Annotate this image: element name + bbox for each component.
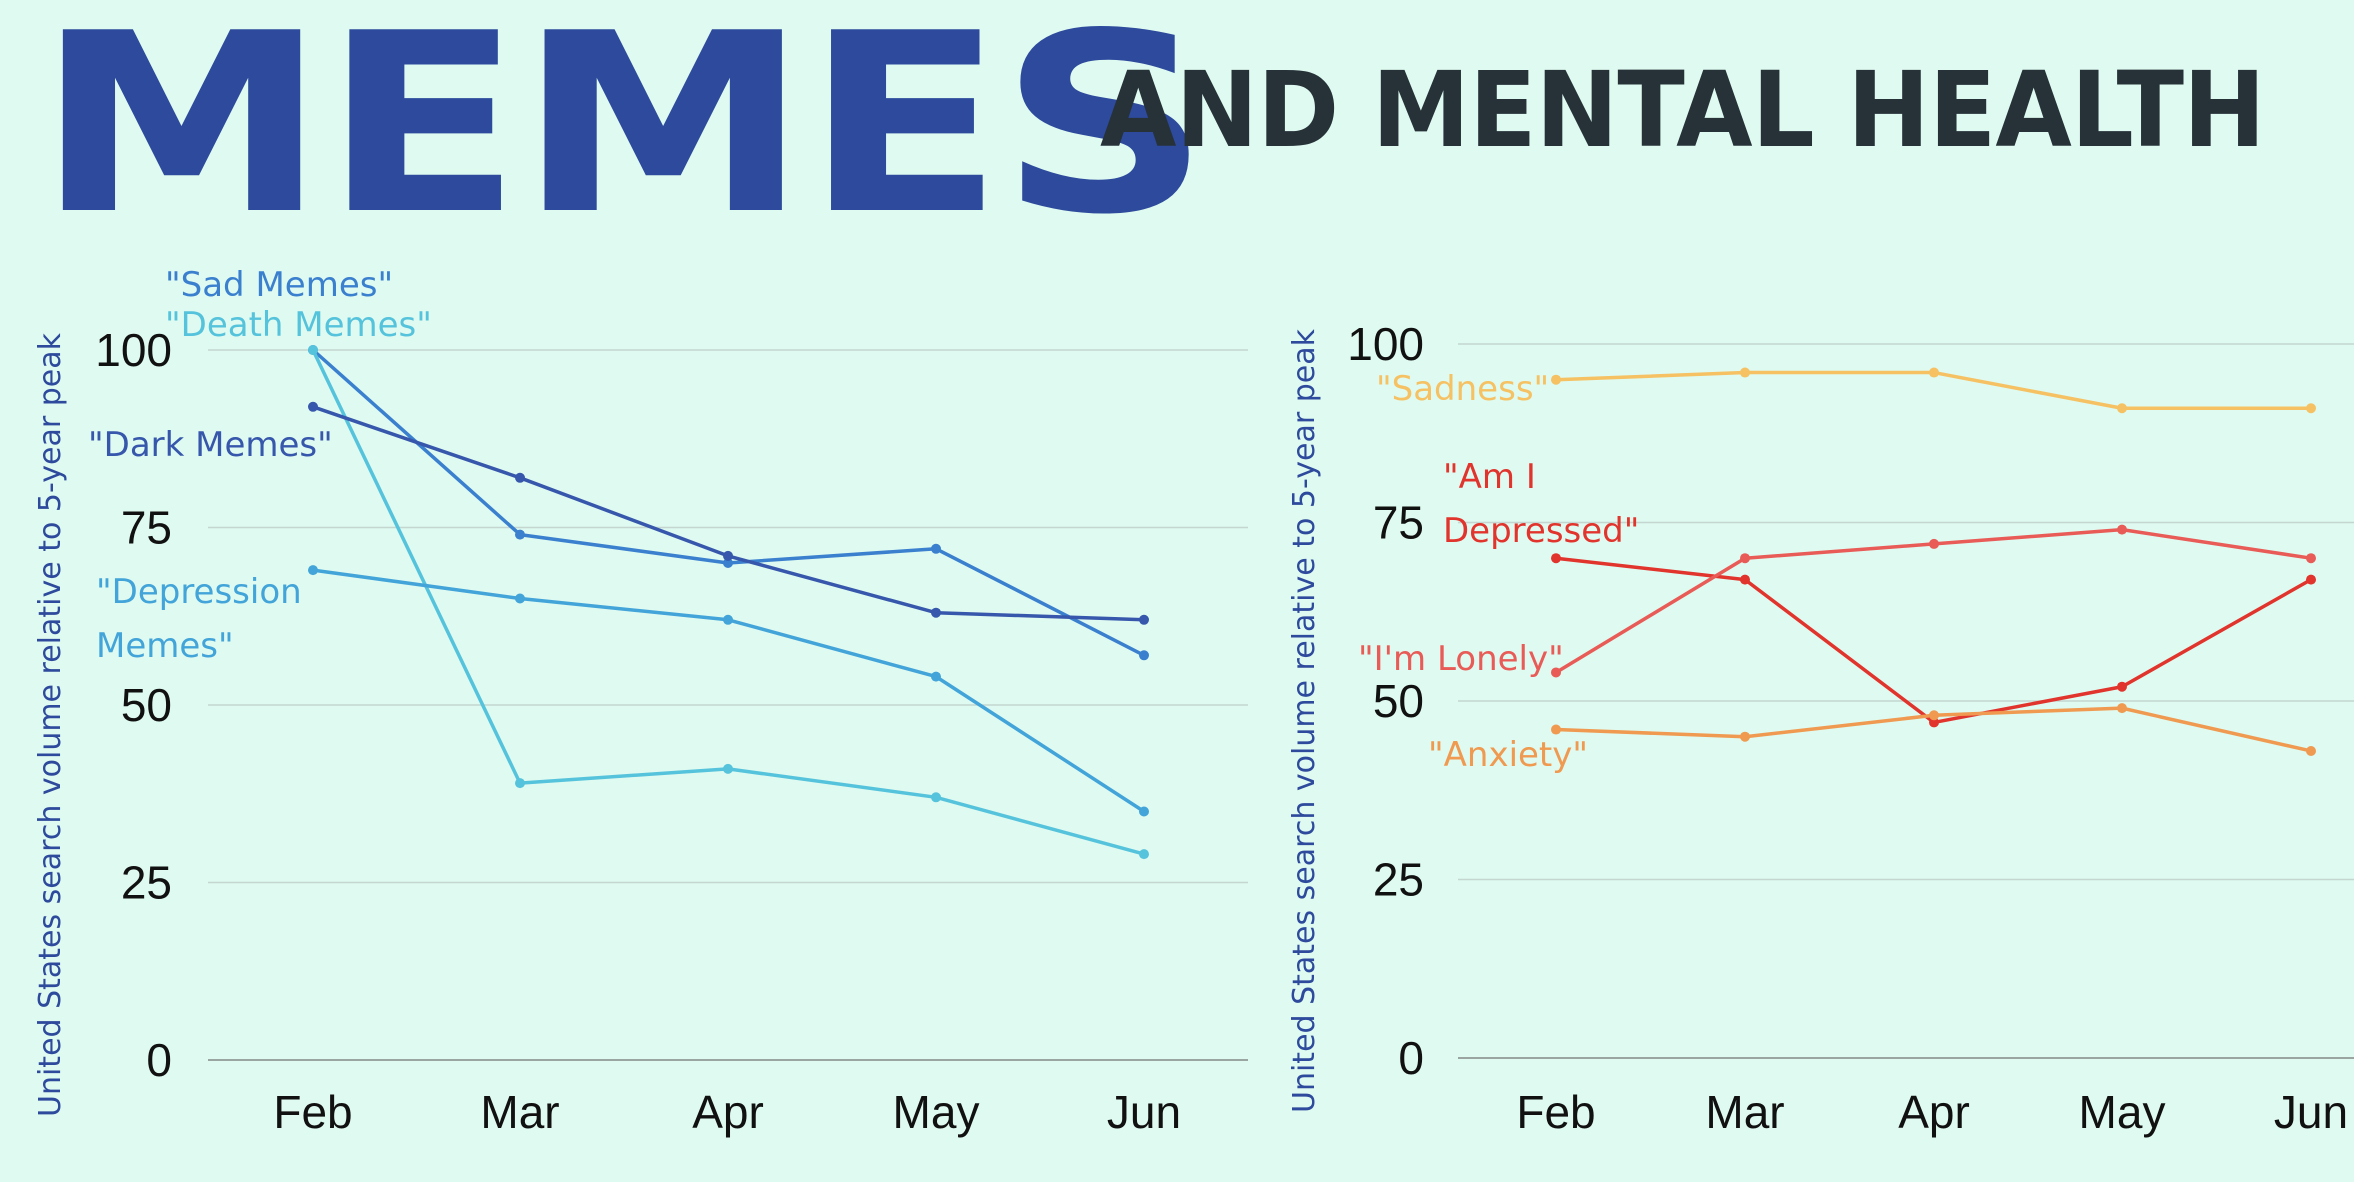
y-tick-label: 50 [1373, 675, 1424, 727]
data-point [2117, 524, 2127, 535]
data-point [1929, 367, 1939, 378]
data-point [1740, 553, 1750, 564]
y-axis-label: United States search volume relative to … [1287, 328, 1322, 1113]
data-point [308, 565, 318, 576]
data-point [1139, 849, 1149, 860]
x-tick-label: Jun [2274, 1086, 2348, 1138]
data-point [1929, 538, 1939, 549]
x-tick-label: May [893, 1086, 980, 1138]
data-point [1551, 667, 1561, 678]
data-point [515, 472, 525, 483]
y-tick-label: 0 [146, 1034, 172, 1086]
y-tick-label: 100 [95, 324, 172, 376]
series-label: "Anxiety" [1428, 735, 1588, 775]
x-tick-label: Mar [1705, 1086, 1784, 1138]
x-tick-label: Jun [1107, 1086, 1181, 1138]
series-line [1555, 556, 2312, 725]
data-point [723, 614, 733, 625]
series-label: "Sad Memes" [165, 265, 393, 305]
series-label: "I'm Lonely" [1358, 639, 1564, 679]
data-point [515, 778, 525, 789]
x-tick-label: Mar [480, 1086, 559, 1138]
data-point [515, 529, 525, 540]
x-tick-label: May [2079, 1086, 2166, 1138]
y-tick-label: 25 [1373, 854, 1424, 906]
y-tick-label: 75 [1373, 497, 1424, 549]
data-point [1929, 717, 1939, 728]
y-tick-label: 0 [1398, 1032, 1424, 1084]
data-point [1929, 710, 1939, 721]
data-point [1551, 553, 1561, 564]
data-point [723, 558, 733, 568]
y-tick-label: 75 [121, 502, 172, 554]
data-point [931, 671, 941, 682]
series-label: "Death Memes" [165, 305, 432, 345]
data-point [931, 543, 941, 554]
data-point [1139, 806, 1149, 817]
data-point [2306, 403, 2316, 414]
series-line [1555, 370, 2311, 411]
series-label: Memes" [96, 626, 234, 666]
data-point [931, 607, 941, 618]
data-point [308, 401, 318, 412]
data-point [2117, 403, 2127, 414]
data-point [2306, 745, 2316, 756]
y-axis-label: United States search volume relative to … [33, 332, 68, 1117]
data-point [2306, 553, 2316, 564]
data-point [308, 345, 318, 355]
data-point [1551, 374, 1561, 385]
data-point [515, 593, 525, 604]
y-tick-label: 100 [1347, 318, 1424, 370]
series-line [1555, 527, 2312, 674]
x-tick-label: Feb [1516, 1086, 1595, 1138]
x-tick-label: Feb [273, 1086, 352, 1138]
series-label: "Sadness" [1376, 369, 1549, 409]
x-tick-label: Apr [692, 1086, 764, 1138]
data-point [2117, 703, 2127, 714]
data-point [2306, 574, 2316, 585]
data-point [1740, 367, 1750, 378]
data-point [1139, 614, 1149, 625]
y-tick-label: 50 [121, 679, 172, 731]
data-point [723, 550, 733, 561]
title-subtitle: AND MENTAL HEALTH [1100, 49, 2266, 171]
title-main: MEMES [36, 0, 1210, 269]
data-point [2117, 681, 2127, 692]
data-point [1139, 650, 1149, 661]
series-label: "Depression [96, 572, 302, 612]
series-label: "Am I [1443, 457, 1536, 497]
data-point [1740, 731, 1750, 742]
data-point [1551, 724, 1561, 735]
x-tick-label: Apr [1898, 1086, 1970, 1138]
y-tick-label: 25 [121, 857, 172, 909]
data-point [1740, 574, 1750, 585]
series-label: Depressed" [1443, 511, 1639, 551]
series-label: "Dark Memes" [88, 425, 333, 465]
data-point [723, 763, 733, 774]
data-point [931, 792, 941, 803]
